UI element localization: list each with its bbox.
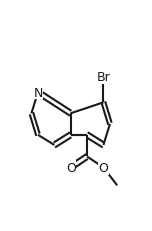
- Text: O: O: [66, 161, 76, 174]
- Text: Br: Br: [97, 71, 110, 84]
- Text: O: O: [98, 161, 108, 174]
- Text: N: N: [33, 86, 43, 99]
